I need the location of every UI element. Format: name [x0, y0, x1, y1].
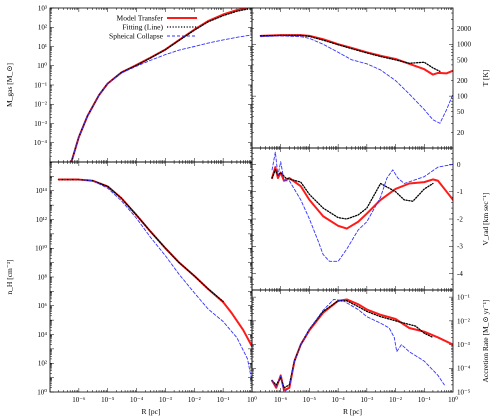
- y-tick-label: 100: [457, 93, 468, 101]
- y-tick-label: 10⁻⁴: [34, 139, 48, 147]
- y-tick-label: 10¹⁴: [35, 187, 47, 195]
- y-tick-label: 10¹: [38, 43, 47, 51]
- y-tick-label: 10⁴: [38, 331, 48, 339]
- y-tick-label: 10⁻¹: [457, 294, 470, 302]
- series-line-model-transfer: [259, 34, 453, 76]
- y-tick-label: -4: [457, 270, 463, 278]
- x-tick-label: 10⁻³: [159, 396, 172, 404]
- series-line-fitting-line: [271, 300, 434, 389]
- y-tick-label: 10¹⁰: [35, 245, 47, 253]
- y-axis-label: T [K]: [481, 70, 490, 87]
- x-tick-label: 10⁻³: [360, 396, 373, 404]
- series-line-spheical-collapse: [271, 298, 445, 392]
- x-tick-label: 10⁻⁵: [303, 396, 317, 404]
- series-line-spheical-collapse: [58, 179, 252, 383]
- x-axis-label: R [pc]: [343, 407, 362, 416]
- y-tick-label: 10⁶: [38, 302, 48, 310]
- x-tick-label: 10⁻²: [188, 396, 201, 404]
- y-axis-label: n_H [cm⁻³]: [5, 259, 14, 294]
- y-tick-label: 10⁻⁵: [457, 388, 471, 396]
- y-tick-label: 10⁸: [38, 273, 48, 281]
- series-line-model-transfer: [271, 166, 453, 230]
- series-line-model-transfer: [271, 298, 453, 392]
- y-tick-label: -3: [457, 243, 463, 251]
- y-tick-label: 10⁻²: [34, 101, 47, 109]
- y-tick-label: 0: [457, 161, 461, 169]
- series-line-spheical-collapse: [260, 35, 453, 124]
- panel-frame: [251, 289, 454, 393]
- panel-mass: 10⁻⁴ 10⁻³ 10⁻² 10⁻¹ 10⁰ 10¹ 10² 10³ M_gas [M_⊙]: [5, 4, 253, 163]
- legend-label-spheical-collapse: Spheical Collapse: [109, 32, 164, 41]
- y-tick-label: 200: [457, 77, 468, 85]
- legend-label-fitting-line: Fitting (Line): [122, 23, 163, 32]
- x-axis-label: R [pc]: [142, 407, 161, 416]
- series-line-fitting-line: [271, 169, 434, 220]
- y-tick-label: 500: [457, 56, 468, 64]
- x-tick-label: 10⁻²: [389, 396, 402, 404]
- y-tick-label: 10⁻²: [457, 317, 470, 325]
- y-tick-label: 2000: [457, 25, 472, 33]
- y-tick-label: 10³: [38, 4, 47, 12]
- y-tick-label: 10²: [38, 24, 47, 32]
- series-line-fitting-line: [259, 34, 441, 73]
- panel-frame: [49, 161, 253, 393]
- y-tick-label: 10⁰: [37, 388, 47, 396]
- y-tick-label: 10⁰: [37, 62, 47, 70]
- x-tick-label: 10⁻⁴: [332, 396, 346, 404]
- y-axis-label: V_rad [km sec⁻¹]: [481, 193, 490, 246]
- x-tick-label: 10⁻¹: [217, 396, 230, 404]
- y-tick-label: -1: [457, 188, 463, 196]
- y-tick-label: 10⁻³: [34, 120, 47, 128]
- y-tick-label: -2: [457, 215, 463, 223]
- y-tick-label: 10⁻⁴: [457, 365, 471, 373]
- legend-label-model-transfer: Model Transfer: [117, 14, 164, 23]
- y-tick-label: 1000: [457, 41, 472, 49]
- x-tick-label: 10⁻⁶: [274, 396, 288, 404]
- series-line-fitting-line: [58, 178, 224, 303]
- y-tick-label: 10¹²: [36, 216, 47, 224]
- series-line-spheical-collapse: [70, 34, 252, 162]
- x-tick-label: 10⁻⁴: [130, 396, 144, 404]
- y-tick-label: 50: [457, 108, 465, 116]
- y-tick-label: 10⁻³: [457, 341, 470, 349]
- x-tick-label: 10⁰: [247, 396, 257, 404]
- panel-accretion: 10⁻⁵ 10⁻⁴ 10⁻³ 10⁻² 10⁻¹ Accretion Rate [M_⊙ …: [251, 289, 490, 416]
- x-tick-label: 10⁻⁵: [101, 396, 115, 404]
- panel-velocity: 0 -1 -2 -3 -4 V_rad [km sec⁻¹]: [251, 147, 490, 291]
- y-axis-label: M_gas [M_⊙]: [5, 63, 14, 107]
- x-tick-label: 10⁰: [448, 396, 458, 404]
- y-axis-label: Accretion Rate [M_⊙ yr⁻¹]: [481, 299, 490, 382]
- panel-temperature: 20 50 100 200 500 1000 2000 T [K]: [251, 7, 490, 149]
- x-tick-label: 10⁻⁶: [72, 396, 86, 404]
- y-tick-label: 10⁻¹: [34, 81, 47, 89]
- panel-density: 10⁰ 10² 10⁴ 10⁶ 10⁸ 10¹⁰ 10¹² 10¹⁴ n_H [cm⁻³] 10⁻…: [5, 161, 257, 416]
- y-tick-label: 20: [457, 129, 465, 137]
- x-tick-label: 10⁻¹: [418, 396, 431, 404]
- panel-frame: [251, 7, 454, 149]
- series-line-spheical-collapse: [271, 151, 453, 262]
- y-tick-label: 10²: [38, 360, 47, 368]
